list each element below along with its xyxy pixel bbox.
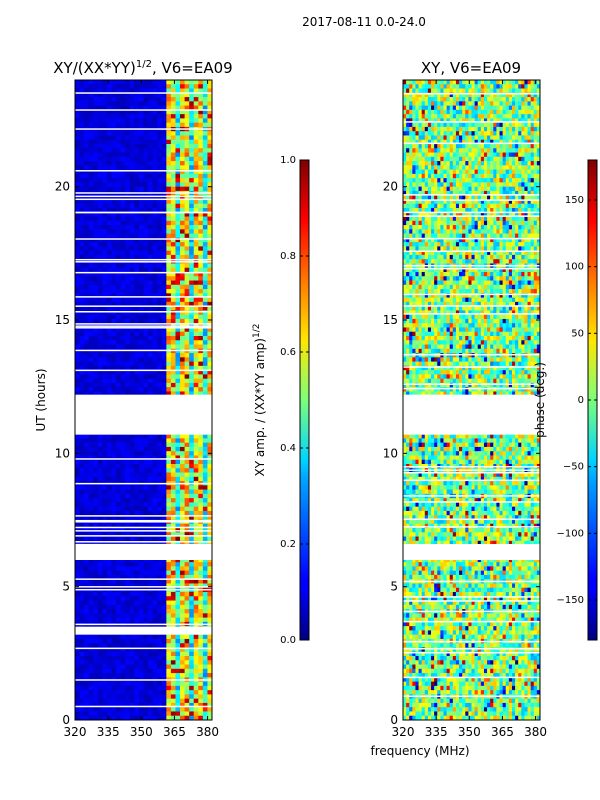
right-axes-frame: [402, 79, 541, 721]
xtick-label: 320: [392, 725, 415, 739]
xtick-label: 365: [491, 725, 514, 739]
colorbar-tick-label: 0.4: [280, 443, 296, 454]
colorbar-tick-label: 1.0: [280, 155, 296, 166]
left-colorbar-label: XY amp. / (XX*YY amp)1/2: [252, 324, 267, 477]
xtick-label: 335: [425, 725, 448, 739]
colorbar-tick-label: 0: [578, 395, 584, 406]
xtick-label: 320: [64, 725, 87, 739]
ytick-label: 0: [390, 713, 398, 727]
left-colorbar-label-exponent: 1/2: [252, 324, 262, 338]
colorbar-tick-label: 0.0: [280, 635, 296, 646]
xtick-label: 350: [130, 725, 153, 739]
right-axis-ticks: 320 335 350 365 380 0 5 10 15 20: [383, 80, 547, 739]
xtick-label: 365: [163, 725, 186, 739]
left-axis-ticks: 320 335 350 365 380 0 5 10 15 20: [55, 80, 219, 739]
right-colorbar-label: phase (deg.): [533, 362, 547, 438]
xtick-label: 335: [97, 725, 120, 739]
ytick-label: 15: [55, 313, 70, 327]
left-colorbar-label-main: XY amp. / (XX*YY amp): [253, 338, 267, 476]
left-heatmap: [75, 80, 212, 720]
ytick-label: 5: [390, 580, 398, 594]
colorbar-tick-label: 150: [565, 195, 584, 206]
left-title-main: XY/(XX*YY): [53, 59, 136, 77]
left-colorbar-ticks: 0.0 0.2 0.4 0.6 0.8 1.0: [280, 155, 309, 646]
ytick-label: 5: [62, 580, 70, 594]
left-title-exponent: 1/2: [136, 59, 152, 70]
ytick-label: 15: [383, 313, 398, 327]
right-panel-title: XY, V6=EA09: [421, 59, 521, 77]
left-title-suffix: , V6=EA09: [152, 59, 233, 77]
colorbar-tick-label: −150: [557, 595, 584, 606]
ytick-label: 10: [383, 446, 398, 460]
left-colorbar: [299, 159, 310, 641]
ytick-label: 0: [62, 713, 70, 727]
colorbar-tick-label: −100: [557, 528, 584, 539]
colorbar-tick-label: 100: [565, 262, 584, 273]
figure-title: 2017-08-11 0.0-24.0: [302, 15, 426, 29]
ytick-label: 20: [383, 180, 398, 194]
left-axes-frame: [74, 79, 213, 721]
colorbar-tick-label: 50: [571, 328, 584, 339]
shared-xlabel: frequency (MHz): [370, 744, 469, 758]
xtick-label: 350: [458, 725, 481, 739]
ytick-label: 20: [55, 180, 70, 194]
colorbar-tick-label: 0.6: [280, 347, 296, 358]
left-panel-title: XY/(XX*YY)1/2, V6=EA09: [53, 59, 232, 77]
colorbar-tick-label: −50: [563, 462, 584, 473]
colorbar-tick-label: 0.8: [280, 251, 296, 262]
right-heatmap: [403, 80, 540, 720]
xtick-label: 380: [524, 725, 547, 739]
xtick-label: 380: [196, 725, 219, 739]
colorbar-tick-label: 0.2: [280, 539, 296, 550]
right-colorbar-ticks: −150 −100 −50 0 50 100 150: [557, 195, 597, 606]
left-ylabel: UT (hours): [34, 368, 48, 431]
ytick-label: 10: [55, 446, 70, 460]
